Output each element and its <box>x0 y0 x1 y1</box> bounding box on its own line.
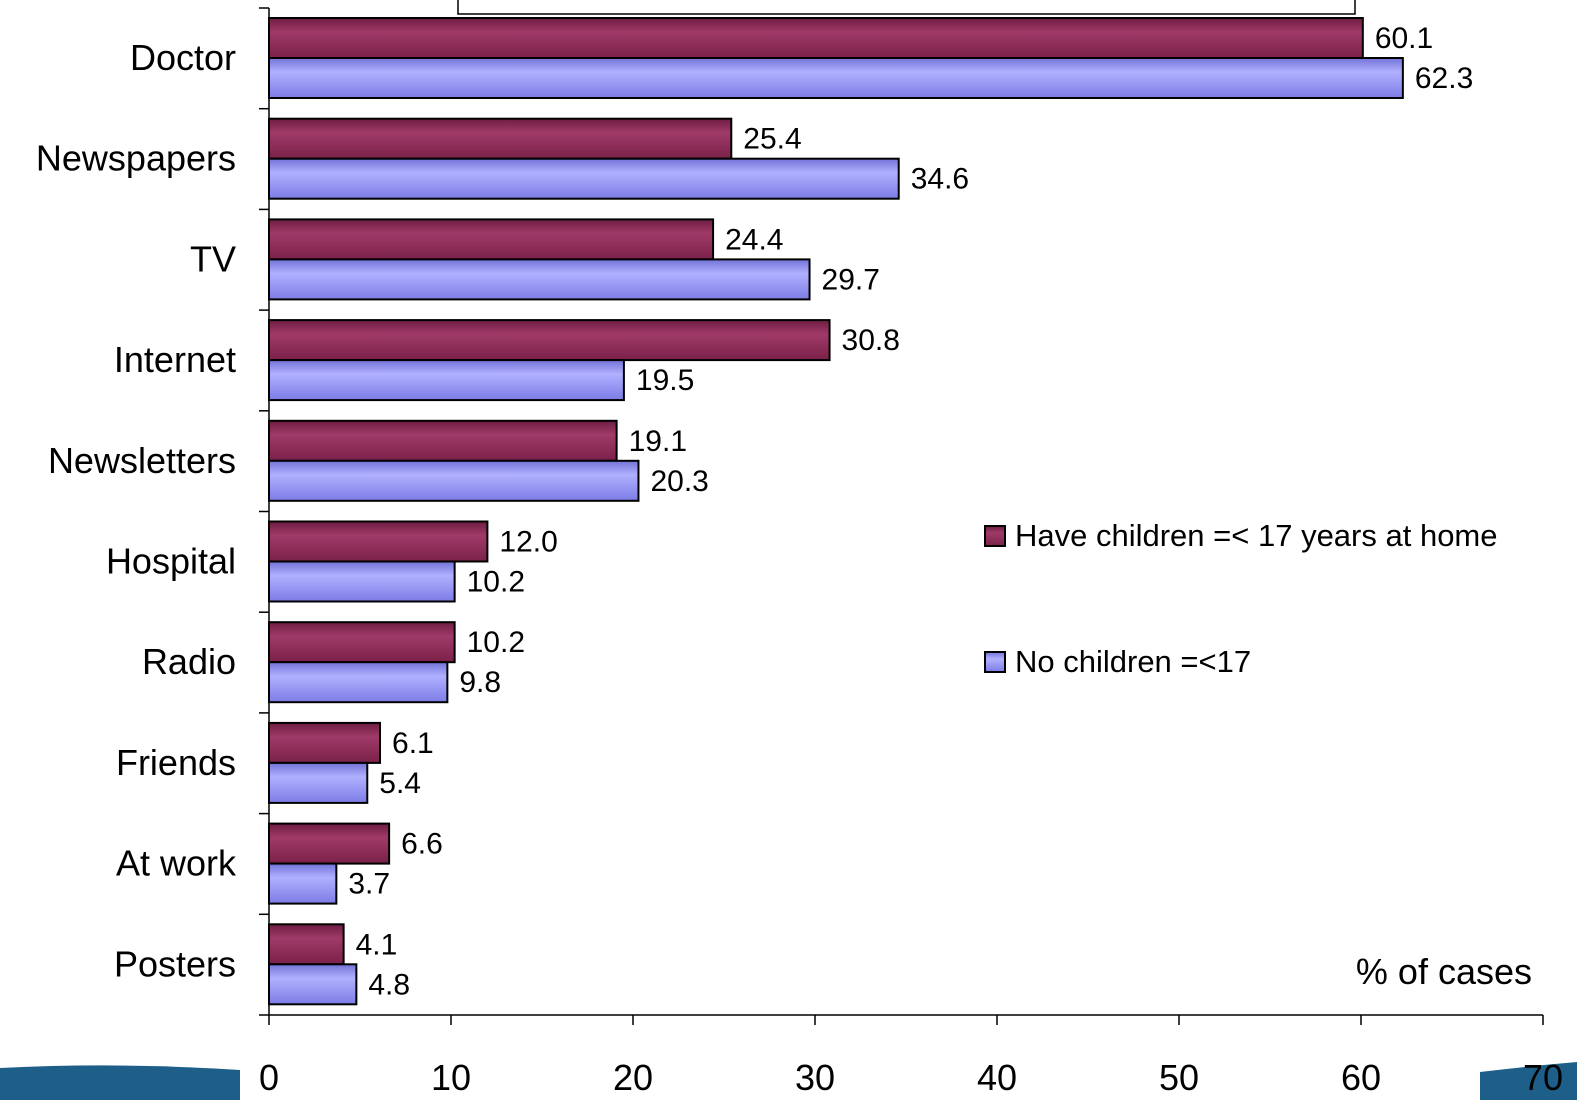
bar-have-children <box>268 520 489 563</box>
bar-no-children <box>268 862 338 905</box>
bar-no-children <box>268 761 369 804</box>
x-tick-label: 70 <box>1523 1057 1563 1098</box>
data-label: 20.3 <box>650 465 708 498</box>
data-label: 19.1 <box>629 425 687 458</box>
data-label: 34.6 <box>911 163 969 196</box>
data-label: 5.4 <box>379 767 421 800</box>
x-axis-title: % of cases <box>1356 951 1532 992</box>
data-label: 6.1 <box>392 727 434 760</box>
bar-have-children <box>268 218 715 261</box>
data-label: 10.2 <box>467 566 525 599</box>
bar-no-children <box>268 157 900 200</box>
category-label: Posters <box>114 943 236 984</box>
category-label: Newsletters <box>48 440 236 481</box>
data-label: 10.2 <box>467 626 525 659</box>
labels-group: Doctor 60.1 62.3 Newspapers 25.4 34.6 TV 24.4 29… <box>36 22 1473 1001</box>
footer-band <box>0 1065 240 1100</box>
legend: Have children =< 17 years at home No chil… <box>984 518 1498 679</box>
category-label: At work <box>116 843 237 884</box>
data-label: 30.8 <box>842 324 900 357</box>
data-label: 4.1 <box>356 928 398 961</box>
bar-no-children <box>268 258 811 301</box>
x-tick-label: 10 <box>431 1057 471 1098</box>
category-label: Friends <box>116 742 236 783</box>
x-tick-label: 60 <box>1341 1057 1381 1098</box>
data-label: 62.3 <box>1415 62 1473 95</box>
category-label: TV <box>190 238 236 279</box>
data-label: 4.8 <box>368 968 410 1001</box>
category-label: Newspapers <box>36 138 236 179</box>
bar-no-children <box>268 459 640 502</box>
bar-have-children <box>268 923 345 966</box>
x-tick-label: 40 <box>977 1057 1017 1098</box>
bar-no-children <box>268 963 358 1006</box>
category-label: Radio <box>142 641 236 682</box>
bars-group <box>268 17 1404 1006</box>
data-label: 25.4 <box>743 123 801 156</box>
bar-no-children <box>268 560 456 603</box>
data-label: 19.5 <box>636 364 694 397</box>
legend-label: Have children =< 17 years at home <box>1015 518 1498 553</box>
bar-have-children <box>268 822 391 865</box>
data-label: 60.1 <box>1375 22 1433 55</box>
data-label: 29.7 <box>822 263 880 296</box>
category-label: Internet <box>114 339 236 380</box>
axes: 0 10 20 30 40 50 60 70 <box>259 7 1563 1098</box>
bar-have-children <box>268 621 456 664</box>
x-tick-label: 30 <box>795 1057 835 1098</box>
bar-have-children <box>268 721 382 764</box>
category-label: Doctor <box>130 37 236 78</box>
x-tick-label: 20 <box>613 1057 653 1098</box>
footer-band-right <box>1480 1062 1577 1100</box>
bar-have-children <box>268 419 618 462</box>
bar-have-children <box>268 17 1364 59</box>
data-label: 24.4 <box>725 223 783 256</box>
data-label: 9.8 <box>459 666 501 699</box>
legend-swatch <box>984 651 1006 673</box>
bar-have-children <box>268 319 831 362</box>
bar-no-children <box>268 359 625 402</box>
bar-no-children <box>268 57 1404 99</box>
legend-swatch <box>984 525 1006 547</box>
category-label: Hospital <box>106 541 236 582</box>
x-tick-label: 0 <box>259 1057 279 1098</box>
data-label: 6.6 <box>401 828 443 861</box>
bar-have-children <box>268 117 733 160</box>
legend-label: No children =<17 <box>1015 644 1251 679</box>
bar-no-children <box>268 661 449 704</box>
title-frame <box>457 0 1356 15</box>
data-label: 3.7 <box>348 868 390 901</box>
data-label: 12.0 <box>499 526 557 559</box>
x-tick-label: 50 <box>1159 1057 1199 1098</box>
